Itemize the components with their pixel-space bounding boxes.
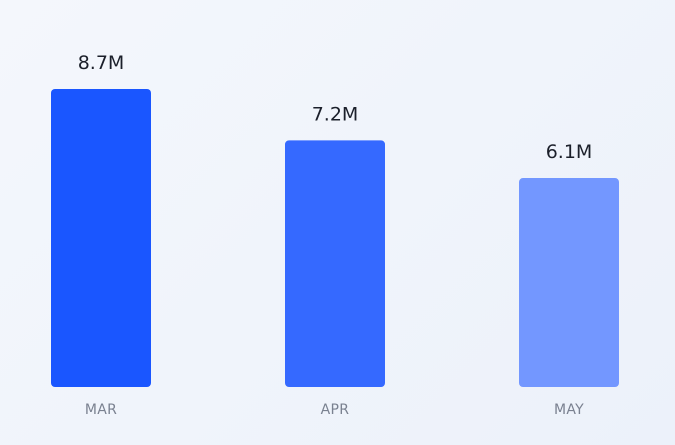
category-label-apr: APR <box>321 402 350 418</box>
value-label-mar: 8.7M <box>78 52 125 74</box>
category-label-may: MAY <box>554 402 584 418</box>
category-labels-layer: MAR APR MAY <box>85 402 584 418</box>
bar-mar <box>51 89 151 387</box>
value-label-apr: 7.2M <box>312 103 359 125</box>
value-label-may: 6.1M <box>546 141 593 163</box>
category-label-mar: MAR <box>85 402 117 418</box>
value-labels-layer: 8.7M 7.2M 6.1M <box>78 52 593 163</box>
bar-apr <box>285 140 385 387</box>
bar-may <box>519 178 619 387</box>
bars-layer <box>51 89 619 387</box>
